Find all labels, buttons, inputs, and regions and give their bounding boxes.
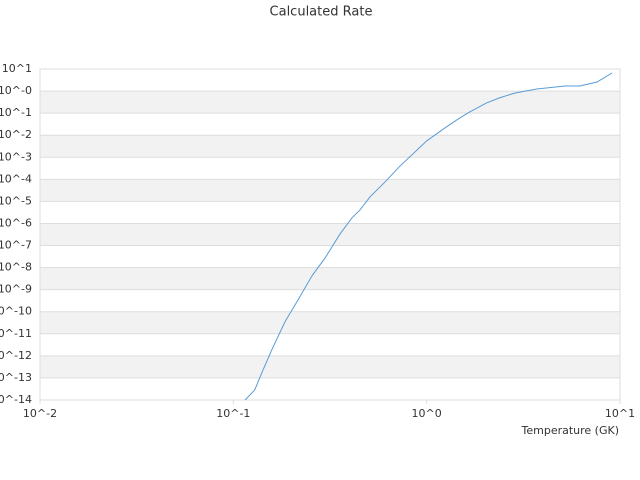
x-tick-label: 10^-2 [23, 407, 57, 420]
chart-title: Calculated Rate [270, 5, 373, 20]
grid-band [40, 355, 620, 378]
y-tick-label: 10^-4 [0, 172, 32, 185]
y-tick-label: 10^-2 [0, 128, 32, 141]
plot-background [40, 91, 620, 378]
grid-band [40, 267, 620, 290]
y-tick-label: 10^1 [2, 62, 32, 75]
x-tick-label: 10^-1 [216, 407, 250, 420]
y-tick-label: 10^-3 [0, 150, 32, 163]
y-tick-label: 10^-6 [0, 216, 32, 229]
y-tick-label: 10^-11 [0, 327, 32, 340]
y-tick-label: 10^-0 [0, 84, 32, 97]
y-tick-label: 10^-7 [0, 239, 32, 252]
data-line [244, 72, 613, 401]
x-tick-label: 10^0 [412, 407, 442, 420]
y-tick-label: 10^-14 [0, 393, 32, 406]
grid-band [40, 91, 620, 114]
grid-band [40, 179, 620, 202]
grid-band [40, 223, 620, 246]
y-tick-label: 10^-5 [0, 194, 32, 207]
y-tick-label: 10^-12 [0, 349, 32, 362]
y-tick-label: 10^-8 [0, 261, 32, 274]
y-tick-label: 10^-1 [0, 106, 32, 119]
x-tick-label: 10^1 [605, 407, 635, 420]
grid-band [40, 135, 620, 158]
x-axis-label: Temperature (GK) [521, 424, 620, 437]
y-tick-label: 10^-9 [0, 283, 32, 296]
grid-band [40, 311, 620, 334]
y-tick-label: 10^-10 [0, 305, 32, 318]
y-tick-label: 10^-13 [0, 371, 32, 384]
